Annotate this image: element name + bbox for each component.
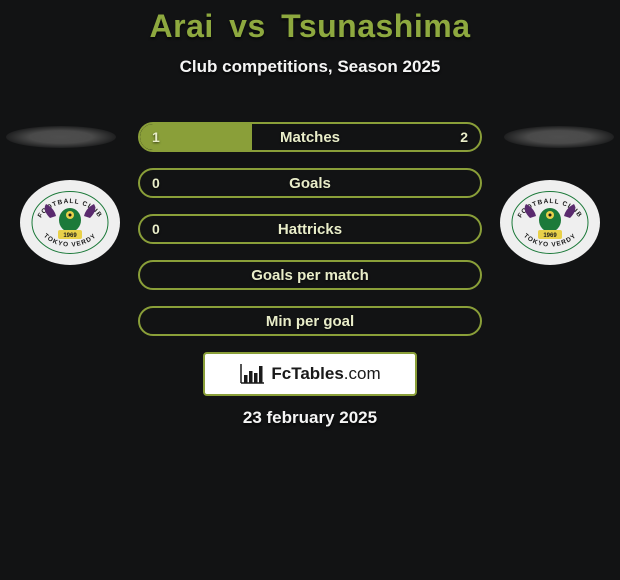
bar-chart-icon xyxy=(239,363,265,385)
brand-name: FcTables xyxy=(271,364,343,383)
subtitle: Club competitions, Season 2025 xyxy=(0,57,620,77)
stat-label: Goals xyxy=(140,170,480,196)
svg-text:1969: 1969 xyxy=(63,233,77,239)
stat-label: Matches xyxy=(140,124,480,150)
stat-label: Hattricks xyxy=(140,216,480,242)
player-2-club-crest: FOOTBALL CLUB TOKYO VERDY 1969 xyxy=(500,180,600,265)
player-1-shadow xyxy=(6,126,116,148)
stat-label: Goals per match xyxy=(140,262,480,288)
stat-label: Min per goal xyxy=(140,308,480,334)
club-crest-icon: FOOTBALL CLUB TOKYO VERDY 1969 xyxy=(20,180,120,265)
comparison-title: Arai vs Tsunashima xyxy=(0,8,620,45)
player-2-name: Tsunashima xyxy=(281,8,470,44)
club-crest-icon: FOOTBALL CLUB TOKYO VERDY 1969 xyxy=(500,180,600,265)
stats-panel: 12Matches 0Goals 0Hattricks Goals per match… xyxy=(138,122,482,352)
stat-row: Goals per match xyxy=(138,260,482,290)
player-1-club-crest: FOOTBALL CLUB TOKYO VERDY 1969 xyxy=(20,180,120,265)
stat-row: 0Hattricks xyxy=(138,214,482,244)
brand-tld: .com xyxy=(344,364,381,383)
brand-text: FcTables.com xyxy=(271,364,380,384)
versus-text: vs xyxy=(229,8,266,44)
stat-row: Min per goal xyxy=(138,306,482,336)
svg-text:1969: 1969 xyxy=(543,233,557,239)
player-1-name: Arai xyxy=(150,8,214,44)
brand-badge: FcTables.com xyxy=(203,352,417,396)
comparison-date: 23 february 2025 xyxy=(0,408,620,428)
stat-row: 12Matches xyxy=(138,122,482,152)
player-2-shadow xyxy=(504,126,614,148)
stat-row: 0Goals xyxy=(138,168,482,198)
